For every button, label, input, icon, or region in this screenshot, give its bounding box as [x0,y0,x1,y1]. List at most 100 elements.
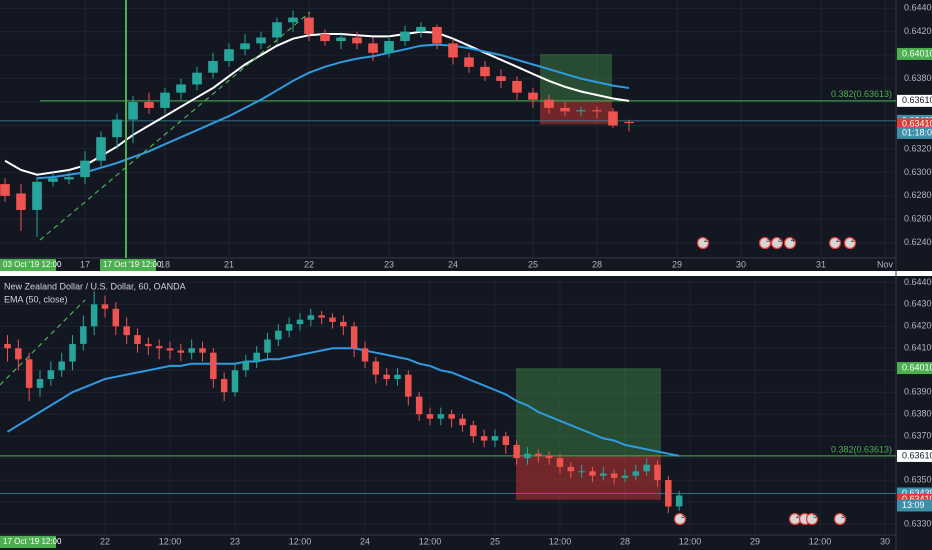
candle-body [643,464,650,472]
candle-body [177,350,185,353]
event-count: 3 [766,237,770,244]
x-tick-label: 12:00 [549,536,572,546]
candle-body [112,119,122,138]
candle-body [256,37,266,44]
candle-body [160,92,170,108]
candle-body [296,319,304,325]
loss-zone [540,100,612,125]
x-tick-label: 28 [620,536,630,546]
event-marker [805,512,819,526]
x-tick-label: 21 [224,259,234,269]
event-count: 3 [681,513,685,520]
x-tick-label: 31 [816,259,826,269]
event-marker [770,236,784,250]
trend-line [39,11,311,241]
candle-body [285,324,293,331]
candle-body [188,348,195,353]
candle-body [112,308,120,327]
candle-body [80,160,90,178]
candle-body [560,107,570,112]
candle-body [665,480,672,507]
candle-body [491,436,499,441]
x-tick-label: 24 [360,536,370,546]
candle-body [220,379,228,393]
candle-body [134,335,141,344]
candle-body [155,346,163,349]
event-count: 2 [796,513,800,520]
candle-body [480,66,490,77]
candle-body [32,181,42,210]
candle-body [589,471,596,476]
x-tick-label: 22 [304,259,314,269]
pane-separator [0,271,932,276]
candle-body [368,43,378,53]
candle-body [47,370,55,380]
candle-body [208,60,218,73]
trend-line [0,299,86,386]
candle-body [624,121,634,124]
price-tag-label: 0.64010 [902,48,932,58]
candle-body [545,455,553,459]
candle-body [592,110,602,112]
event-count: 3 [778,237,782,244]
moving-average [6,347,680,457]
candle-body [513,444,520,459]
x-tick-label: 23 [384,259,394,269]
candle-body [352,37,362,44]
price-tag [897,118,932,131]
candle-body [242,361,250,371]
event-count: 5 [813,513,817,520]
x-tick-label: 23 [230,536,240,546]
candle-body [621,475,629,478]
event-marker [758,236,772,250]
x-tick-label: 25 [528,259,538,269]
candle-body [405,374,412,397]
candle-body [383,374,390,380]
countdown: 13:09 [902,500,925,510]
candle-body [36,379,44,388]
candle-body [58,361,65,371]
candle-body [320,34,330,42]
event-marker [696,236,710,250]
candle-body [437,414,445,419]
candle-body [372,361,380,375]
candle-body [101,304,109,309]
x-tick-label: 12:00 [159,536,182,546]
candle-body [400,31,410,42]
candle-body [90,304,98,327]
candle-body [535,453,542,456]
candle-body [448,414,455,419]
candle-body [426,414,434,419]
event-marker [783,236,797,250]
event-count: 4 [791,237,795,244]
date-badge-label: 03 Oct '19 12:00 [3,260,62,269]
price-tag-label: 0.63410 [902,119,932,129]
candle-body [528,92,538,100]
x-tick-label: 12:00 [289,536,312,546]
x-tick-label: 29 [672,259,682,269]
event-count: 2 [836,237,840,244]
moving-average [36,43,630,180]
candle-body [80,326,87,344]
candle-body [16,193,26,210]
candle-body [578,471,585,473]
event-count: 2 [851,237,855,244]
chart-subtitle: EMA (50, close) [4,294,68,304]
candle-body [144,102,154,108]
candle-body [304,17,314,35]
candle-body [415,396,423,415]
candle-body [470,425,477,437]
candle-body [556,458,564,467]
candle-body [176,84,186,93]
candle-body [544,99,554,108]
